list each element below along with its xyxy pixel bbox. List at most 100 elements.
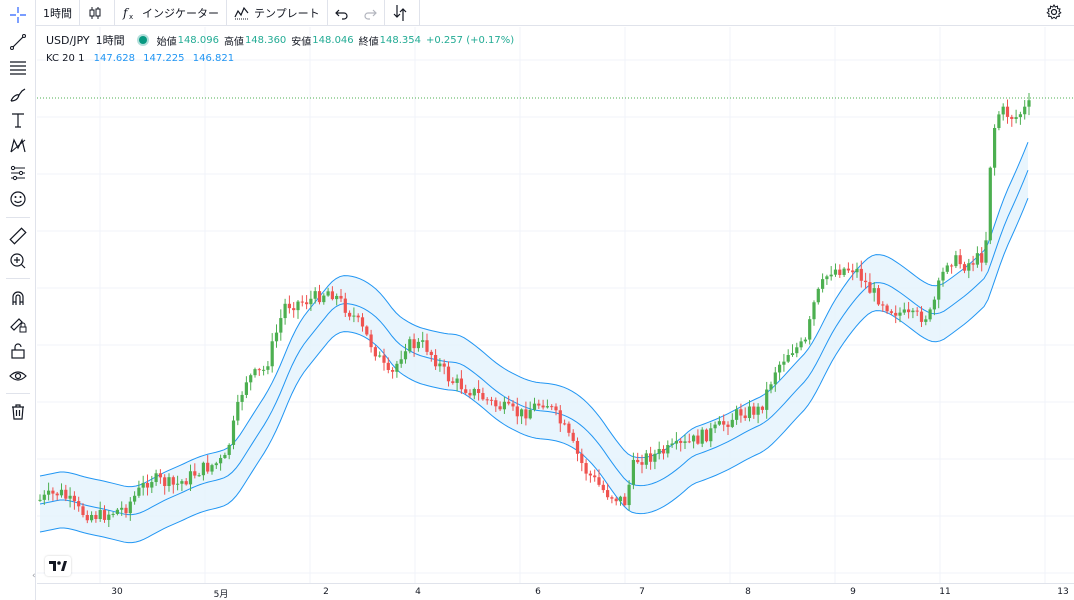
candle-body [799, 341, 803, 348]
collapse-toolbar-icon[interactable]: ‹ [32, 571, 36, 581]
candle-body [322, 295, 326, 303]
eye-icon [9, 371, 27, 381]
candle-body [760, 406, 764, 410]
time-axis-label: 13 [1057, 587, 1069, 597]
candle-body [107, 514, 111, 520]
market-status-dot [138, 36, 147, 44]
candle-body [709, 428, 713, 442]
time-axis-label: 11 [939, 587, 951, 597]
candle-body [580, 453, 584, 464]
candle-body [683, 441, 687, 443]
candle-body [1018, 114, 1022, 118]
candle-body [851, 270, 855, 273]
symbol-legend: USD/JPY 1時間 始値 148.096 高値 148.360 安値 148.04… [46, 32, 519, 48]
zoom-button[interactable] [8, 251, 28, 271]
candle-body [881, 304, 885, 306]
keltner-band-fill [40, 142, 1028, 543]
divider [79, 0, 80, 26]
candle-body [348, 312, 352, 317]
text-button[interactable] [8, 110, 28, 130]
candle-body [227, 444, 231, 455]
pattern-icon [10, 138, 26, 153]
open-value: 148.096 [177, 34, 219, 46]
magnet-icon [12, 291, 24, 305]
candle-body [421, 340, 425, 342]
candle-body [773, 372, 777, 385]
brush-button[interactable] [8, 85, 28, 105]
indicator-legend[interactable]: KC 20 1 147.628 147.225 146.821 [46, 53, 239, 64]
time-axis-label: 30 [111, 587, 123, 597]
lock-drawing-button[interactable] [8, 314, 28, 334]
compare-button[interactable] [385, 0, 419, 26]
close-value: 148.354 [379, 34, 422, 46]
candle-body [81, 506, 85, 516]
candle-body [266, 366, 270, 370]
trash-button[interactable] [8, 402, 28, 422]
candle-body [85, 515, 89, 521]
candle-body [64, 489, 68, 499]
drawing-toolbar [0, 0, 36, 600]
prediction-button[interactable] [8, 163, 28, 183]
fib-button[interactable] [8, 58, 28, 78]
templates-button[interactable]: テンプレート [227, 0, 327, 26]
emoji-button[interactable] [8, 189, 28, 209]
eye-button[interactable] [8, 366, 28, 386]
trash-icon [12, 404, 24, 420]
candle-body [747, 406, 752, 419]
candle-body [141, 482, 145, 488]
indicator-middle: 147.225 [143, 53, 185, 64]
candle-body [1027, 100, 1031, 107]
time-axis-label: 6 [535, 587, 541, 597]
candle-body [1001, 106, 1005, 115]
candle-body [214, 463, 218, 466]
candle-body [262, 369, 266, 371]
candle-body [365, 326, 369, 335]
candle-body [429, 351, 433, 356]
candle-body [649, 453, 653, 462]
time-axis[interactable]: 30 5月 2 4 6 7 8 9 11 13 [37, 583, 1074, 600]
toolbar-divider [6, 217, 30, 218]
undo-button[interactable] [328, 0, 360, 26]
tv-logo-icon [49, 561, 67, 571]
magnet-button[interactable] [8, 288, 28, 308]
candle-body [210, 465, 214, 472]
toolbar-divider [6, 278, 30, 279]
candle-body [769, 384, 773, 390]
pattern-button[interactable] [8, 136, 28, 156]
candle-body [558, 410, 562, 424]
indicators-button[interactable]: f x インジケーター [115, 0, 226, 26]
chart-type-button[interactable] [80, 0, 114, 26]
candle-body [502, 401, 506, 410]
candle-body [356, 315, 360, 318]
candle-body [378, 355, 382, 357]
timeframe-button[interactable]: 1時間 [36, 0, 79, 26]
divider [114, 0, 115, 26]
low-label: 安値 [291, 36, 312, 48]
keltner-upper-line [39, 142, 1029, 488]
candle-body [713, 424, 717, 429]
divider [383, 0, 385, 26]
redo-button[interactable] [360, 0, 384, 26]
crosshair-button[interactable] [8, 5, 28, 25]
candle-body [696, 435, 700, 444]
price-chart[interactable] [37, 27, 1074, 583]
candle-body [593, 475, 597, 478]
candle-body [515, 406, 519, 417]
brush-icon [10, 88, 26, 102]
ruler-button[interactable] [8, 226, 28, 246]
candle-body [842, 268, 846, 275]
candle-body [373, 347, 377, 357]
candle-body [524, 409, 528, 419]
tradingview-logo[interactable] [45, 556, 71, 576]
time-axis-label: 5月 [213, 590, 229, 600]
candle-body [803, 339, 807, 342]
candle-body [167, 477, 171, 487]
trend-line-button[interactable] [8, 32, 28, 52]
symbol-name[interactable]: USD/JPY [46, 33, 90, 47]
candle-body [687, 441, 691, 443]
unlock-button[interactable] [8, 341, 28, 361]
candle-body [90, 514, 94, 521]
settings-button[interactable] [1046, 4, 1062, 24]
candle-body [485, 399, 489, 401]
candle-body [855, 268, 859, 273]
